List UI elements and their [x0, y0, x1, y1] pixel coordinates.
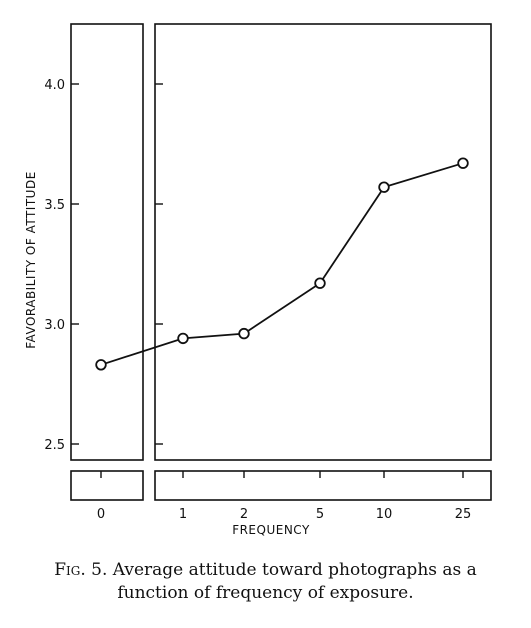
series-path	[100, 162, 464, 366]
y-axis-ticks: 2.5 3.0 3.5 4.0	[44, 78, 163, 453]
y-tick-label: 3.0	[44, 318, 65, 333]
left-panel-frame	[70, 23, 144, 461]
series-line	[95, 157, 469, 371]
x-tick-label: 1	[179, 507, 187, 522]
right-panel-frame	[154, 23, 492, 461]
figure-caption-line-2: function of frequency of exposure.	[117, 583, 414, 603]
data-point-10	[378, 181, 390, 193]
x-axis-ticks: 0 1 2 5 10 25	[97, 471, 471, 522]
y-axis-title: FAVORABILITY OF ATTITUDE	[24, 171, 38, 349]
y-tick-label: 3.5	[44, 198, 65, 213]
data-point-25	[457, 157, 469, 169]
right-xaxis-box	[154, 470, 492, 501]
x-axis-title: FREQUENCY	[232, 523, 310, 537]
data-point-0	[95, 359, 107, 371]
x-tick-label: 25	[455, 507, 472, 522]
x-tick-label: 2	[240, 507, 248, 522]
figure-number: Fig. 5.	[54, 560, 108, 580]
y-tick-label: 4.0	[44, 78, 65, 93]
figure-caption-line-1: Fig. 5. Average attitude toward photogra…	[0, 560, 531, 580]
caption-text-1: Average attitude toward photographs as a	[112, 560, 477, 580]
x-tick-label: 0	[97, 507, 105, 522]
data-point-1	[177, 332, 189, 345]
x-tick-label: 5	[316, 507, 324, 522]
y-tick-label: 2.5	[44, 438, 65, 453]
data-point-2	[238, 327, 250, 340]
left-xaxis-box	[70, 470, 144, 501]
data-point-5	[314, 277, 326, 289]
x-tick-label: 10	[376, 507, 393, 522]
